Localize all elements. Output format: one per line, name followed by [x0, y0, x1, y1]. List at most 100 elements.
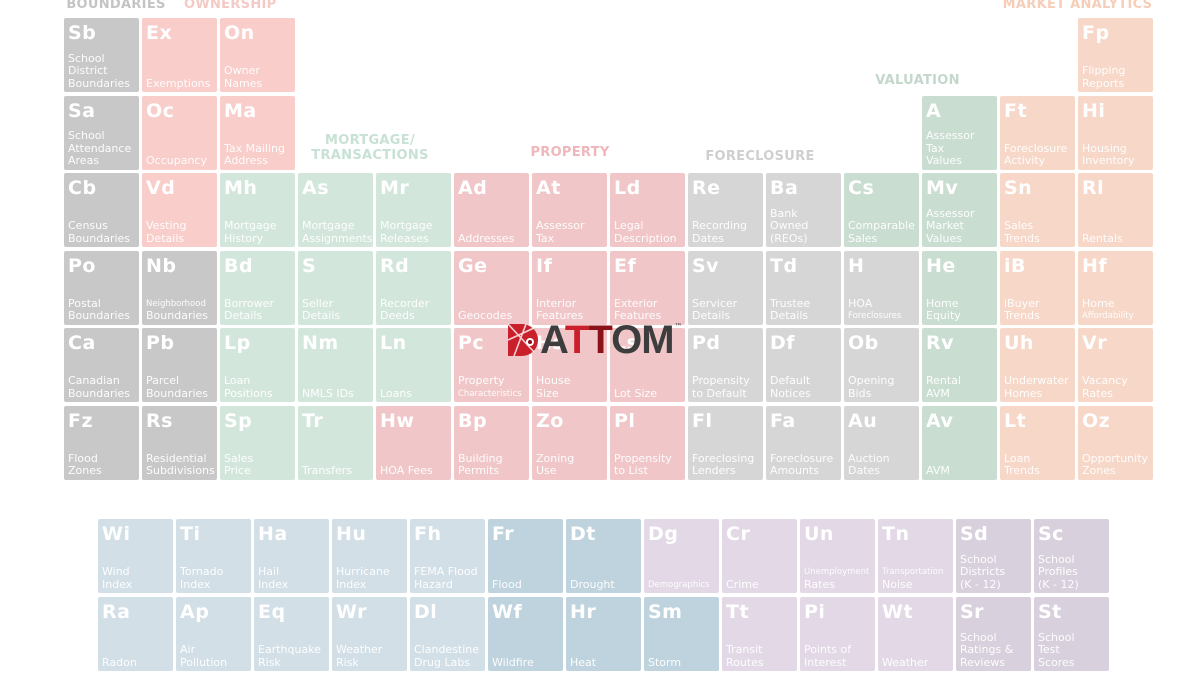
element-symbol: Wr	[336, 601, 367, 623]
element-tile-fz[interactable]: Fz Flood Zones	[64, 405, 139, 480]
element-tile-oc[interactable]: Oc Occupancy	[142, 95, 217, 170]
element-name: Storm	[648, 655, 682, 669]
element-tile-un[interactable]: Un Unemployment Rates	[800, 519, 875, 593]
element-tile-tr[interactable]: Tr Transfers	[298, 405, 373, 480]
element-tile-bd[interactable]: Bd Borrower Details	[220, 250, 295, 325]
element-tile-ld[interactable]: Ld Legal Description	[610, 173, 685, 247]
element-tile-h[interactable]: H HOA Foreclosures	[844, 250, 919, 325]
element-tile-ap[interactable]: Ap Air Pollution	[176, 597, 251, 671]
element-tile-sc[interactable]: Sc School Profiles (K - 12)	[1034, 519, 1109, 593]
element-tile-vr[interactable]: Vr Vacancy Rates	[1078, 328, 1153, 402]
element-tile-po[interactable]: Po Postal Boundaries	[64, 250, 139, 325]
element-tile-fp[interactable]: Fp Flipping Reports	[1078, 18, 1153, 92]
element-symbol: Fa	[770, 409, 796, 432]
element-tile-rs[interactable]: Rs Residential Subdivisions	[142, 405, 217, 480]
element-tile-vd[interactable]: Vd Vesting Details	[142, 173, 217, 247]
element-tile-sr[interactable]: Sr School Ratings & Reviews	[956, 597, 1031, 671]
element-tile-wf[interactable]: Wf Wildfire	[488, 597, 563, 671]
element-tile-st[interactable]: St School Test Scores	[1034, 597, 1109, 671]
element-tile-rl[interactable]: Rl Rentals	[1078, 173, 1153, 247]
element-tile-mr[interactable]: Mr Mortgage Releases	[376, 173, 451, 247]
element-tile-sa[interactable]: Sa School Attendance Areas	[64, 95, 139, 170]
element-tile-hr[interactable]: Hr Heat	[566, 597, 641, 671]
element-tile-hi[interactable]: Hi Housing Inventory	[1078, 95, 1153, 170]
element-tile-ha[interactable]: Ha Hail Index	[254, 519, 329, 593]
element-tile-wr[interactable]: Wr Weather Risk	[332, 597, 407, 671]
element-tile-s[interactable]: S Seller Details	[298, 250, 373, 325]
element-tile-a[interactable]: A Assessor Tax Values	[922, 95, 997, 170]
element-tile-fr[interactable]: Fr Flood	[488, 519, 563, 593]
element-tile-hu[interactable]: Hu Hurricane Index	[332, 519, 407, 593]
element-tile-wt[interactable]: Wt Weather	[878, 597, 953, 671]
element-tile-cb[interactable]: Cb Census Boundaries	[64, 173, 139, 247]
element-tile-zo[interactable]: Zo Zoning Use	[532, 405, 607, 480]
element-tile-rv[interactable]: Rv Rental AVM	[922, 328, 997, 402]
element-tile-ft[interactable]: Ft Foreclosure Activity	[1000, 95, 1075, 170]
element-tile-tt[interactable]: Tt Transit Routes	[722, 597, 797, 671]
element-tile-pb[interactable]: Pb Parcel Boundaries	[142, 328, 217, 402]
element-tile-at[interactable]: At Assessor Tax	[532, 173, 607, 247]
element-tile-df[interactable]: Df Default Notices	[766, 328, 841, 402]
element-tile-ba[interactable]: Ba Bank Owned (REOs)	[766, 173, 841, 247]
element-tile-oz[interactable]: Oz Opportunity Zones	[1078, 405, 1153, 480]
element-tile-he[interactable]: He Home Equity	[922, 250, 997, 325]
element-tile-cr[interactable]: Cr Crime	[722, 519, 797, 593]
element-tile-ge[interactable]: Ge Geocodes	[454, 250, 529, 325]
element-tile-sp[interactable]: Sp Sales Price	[220, 405, 295, 480]
element-tile-ln[interactable]: Ln Loans	[376, 328, 451, 402]
element-tile-bp[interactable]: Bp Building Permits	[454, 405, 529, 480]
element-tile-tn[interactable]: Tn Transportation Noise	[878, 519, 953, 593]
element-symbol: He	[926, 254, 956, 277]
element-tile-as[interactable]: As Mortgage Assignments	[298, 173, 373, 247]
element-tile-fl[interactable]: Fl Foreclosing Lenders	[688, 405, 763, 480]
element-tile-ls[interactable]: Ls Lot Size	[610, 328, 685, 402]
element-tile-ti[interactable]: Ti Tornado Index	[176, 519, 251, 593]
element-tile-nb[interactable]: Nb Neighborhood Boundaries	[142, 250, 217, 325]
element-tile-fa[interactable]: Fa Foreclosure Amounts	[766, 405, 841, 480]
element-tile-ob[interactable]: Ob Opening Bids	[844, 328, 919, 402]
element-tile-ib[interactable]: iB iBuyer Trends	[1000, 250, 1075, 325]
element-tile-cs[interactable]: Cs Comparable Sales	[844, 173, 919, 247]
element-tile-av[interactable]: Av AVM	[922, 405, 997, 480]
element-tile-hw[interactable]: Hw HOA Fees	[376, 405, 451, 480]
element-tile-pd[interactable]: Pd Propensity to Default	[688, 328, 763, 402]
element-tile-if[interactable]: If Interior Features	[532, 250, 607, 325]
element-tile-au[interactable]: Au Auction Dates	[844, 405, 919, 480]
element-symbol: Sm	[648, 601, 683, 623]
element-tile-nm[interactable]: Nm NMLS IDs	[298, 328, 373, 402]
element-tile-sv[interactable]: Sv Servicer Details	[688, 250, 763, 325]
element-tile-td[interactable]: Td Trustee Details	[766, 250, 841, 325]
element-tile-dt[interactable]: Dt Drought	[566, 519, 641, 593]
element-tile-uh[interactable]: Uh Underwater Homes	[1000, 328, 1075, 402]
element-tile-lp[interactable]: Lp Loan Positions	[220, 328, 295, 402]
element-tile-pi[interactable]: Pi Points of Interest	[800, 597, 875, 671]
element-tile-sm[interactable]: Sm Storm	[644, 597, 719, 671]
element-tile-sn[interactable]: Sn Sales Trends	[1000, 173, 1075, 247]
element-tile-mv[interactable]: Mv Assessor Market Values	[922, 173, 997, 247]
element-tile-pl[interactable]: Pl Propensity to List	[610, 405, 685, 480]
element-tile-ef[interactable]: Ef Exterior Features	[610, 250, 685, 325]
element-tile-dl[interactable]: Dl Clandestine Drug Labs	[410, 597, 485, 671]
element-tile-sb[interactable]: Sb School District Boundaries	[64, 18, 139, 92]
element-tile-fh[interactable]: Fh FEMA Flood Hazard	[410, 519, 485, 593]
element-name: NMLS IDs	[302, 386, 354, 400]
element-tile-ca[interactable]: Ca Canadian Boundaries	[64, 328, 139, 402]
element-tile-lt[interactable]: Lt Loan Trends	[1000, 405, 1075, 480]
element-tile-re[interactable]: Re Recording Dates	[688, 173, 763, 247]
element-tile-ad[interactable]: Ad Addresses	[454, 173, 529, 247]
element-tile-ex[interactable]: Ex Exemptions	[142, 18, 217, 92]
element-tile-rd[interactable]: Rd Recorder Deeds	[376, 250, 451, 325]
element-tile-eq[interactable]: Eq Earthquake Risk	[254, 597, 329, 671]
element-symbol: Cr	[726, 523, 751, 545]
element-tile-wi[interactable]: Wi Wind Index	[98, 519, 173, 593]
element-symbol: Oc	[146, 99, 175, 122]
element-tile-ra[interactable]: Ra Radon	[98, 597, 173, 671]
element-tile-hf[interactable]: Hf Home Affordability	[1078, 250, 1153, 325]
element-tile-hs[interactable]: Hs House Size	[532, 328, 607, 402]
element-tile-on[interactable]: On Owner Names	[220, 18, 295, 92]
element-tile-sd[interactable]: Sd School Districts (K - 12)	[956, 519, 1031, 593]
element-tile-dg[interactable]: Dg Demographics	[644, 519, 719, 593]
element-tile-ma[interactable]: Ma Tax Mailing Address	[220, 95, 295, 170]
element-tile-mh[interactable]: Mh Mortgage History	[220, 173, 295, 247]
element-name: Parcel Boundaries	[146, 374, 209, 400]
